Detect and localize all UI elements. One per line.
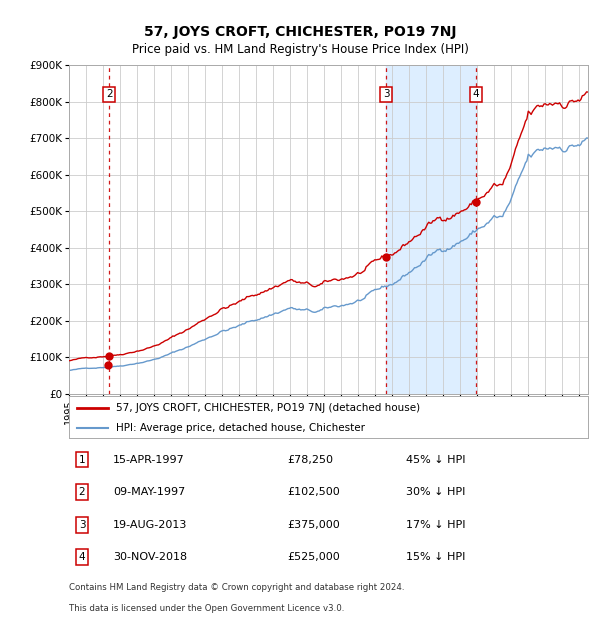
- Text: 30% ↓ HPI: 30% ↓ HPI: [406, 487, 466, 497]
- Text: 1: 1: [79, 454, 85, 464]
- Text: 30-NOV-2018: 30-NOV-2018: [113, 552, 187, 562]
- Text: 17% ↓ HPI: 17% ↓ HPI: [406, 520, 466, 529]
- Text: This data is licensed under the Open Government Licence v3.0.: This data is licensed under the Open Gov…: [69, 604, 344, 613]
- Text: Contains HM Land Registry data © Crown copyright and database right 2024.: Contains HM Land Registry data © Crown c…: [69, 583, 404, 592]
- Text: £102,500: £102,500: [287, 487, 340, 497]
- Text: 2: 2: [79, 487, 85, 497]
- Text: 57, JOYS CROFT, CHICHESTER, PO19 7NJ (detached house): 57, JOYS CROFT, CHICHESTER, PO19 7NJ (de…: [116, 403, 420, 413]
- Text: 45% ↓ HPI: 45% ↓ HPI: [406, 454, 466, 464]
- Text: 4: 4: [473, 89, 479, 99]
- Text: £78,250: £78,250: [287, 454, 333, 464]
- Text: Price paid vs. HM Land Registry's House Price Index (HPI): Price paid vs. HM Land Registry's House …: [131, 43, 469, 56]
- Text: 57, JOYS CROFT, CHICHESTER, PO19 7NJ: 57, JOYS CROFT, CHICHESTER, PO19 7NJ: [144, 25, 456, 39]
- Text: £525,000: £525,000: [287, 552, 340, 562]
- Text: 4: 4: [79, 552, 85, 562]
- Text: 3: 3: [383, 89, 389, 99]
- Text: HPI: Average price, detached house, Chichester: HPI: Average price, detached house, Chic…: [116, 423, 365, 433]
- Text: 19-AUG-2013: 19-AUG-2013: [113, 520, 187, 529]
- Text: 09-MAY-1997: 09-MAY-1997: [113, 487, 185, 497]
- Text: 2: 2: [106, 89, 112, 99]
- Text: 15-APR-1997: 15-APR-1997: [113, 454, 185, 464]
- Bar: [386, 65, 476, 394]
- Text: £375,000: £375,000: [287, 520, 340, 529]
- Text: 15% ↓ HPI: 15% ↓ HPI: [406, 552, 466, 562]
- Text: 3: 3: [79, 520, 85, 529]
